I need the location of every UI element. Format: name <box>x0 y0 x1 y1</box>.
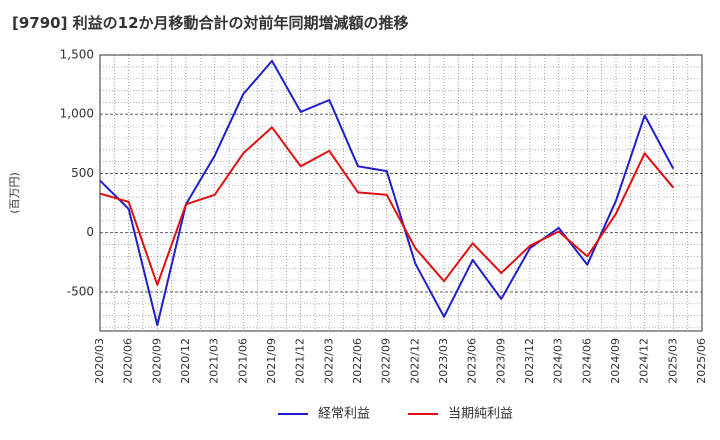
y-tick-label: 0 <box>86 225 94 239</box>
x-tick-label: 2025/03 <box>666 338 679 384</box>
x-tick-label: 2020/06 <box>122 338 135 384</box>
y-tick-label: 500 <box>71 166 94 180</box>
series-layer <box>99 59 675 327</box>
x-tick-label: 2022/03 <box>322 338 335 384</box>
x-tick-label: 2021/09 <box>265 338 278 384</box>
x-tick-label: 2024/12 <box>638 338 651 384</box>
x-tick-label: 2024/09 <box>609 338 622 384</box>
series-line-1 <box>99 59 675 327</box>
y-tick-label: 1,500 <box>60 48 94 62</box>
x-tick-label: 2020/12 <box>179 338 192 384</box>
x-tick-label: 2022/09 <box>380 338 393 384</box>
legend-label-2: 当期純利益 <box>448 407 513 422</box>
y-tick-label: 1,000 <box>60 107 94 121</box>
chart-title: [9790] 利益の12か月移動合計の対前年同期増減額の推移 <box>12 14 409 32</box>
x-tick-label: 2023/12 <box>523 338 536 384</box>
x-tick-label: 2025/06 <box>695 338 708 384</box>
x-tick-label: 2020/09 <box>150 338 163 384</box>
x-tick-label: 2024/06 <box>580 338 593 384</box>
x-tick-label: 2023/09 <box>494 338 507 384</box>
x-tick-labels: 2020/03 2020/06 2020/09 2020/12 2021/03 2021/… <box>93 338 708 384</box>
plot-frame <box>99 54 703 332</box>
x-tick-label: 2022/12 <box>408 338 421 384</box>
x-tick-label: 2023/06 <box>466 338 479 384</box>
x-tick-label: 2023/03 <box>437 338 450 384</box>
legend-label-1: 経常利益 <box>318 407 370 422</box>
y-tick-label: -500 <box>67 284 94 298</box>
legend: 経常利益 当期純利益 <box>278 407 513 422</box>
x-tick-label: 2021/12 <box>294 338 307 384</box>
series-line-2 <box>99 126 675 286</box>
x-tick-label: 2020/03 <box>93 338 106 384</box>
x-tick-label: 2021/06 <box>236 338 249 384</box>
x-tick-label: 2021/03 <box>208 338 221 384</box>
y-axis-label: (百万円) <box>8 172 21 214</box>
y-tick-labels: -500 0 500 1,000 1,500 <box>60 48 94 299</box>
x-tick-label: 2024/03 <box>552 338 565 384</box>
x-tick-label: 2022/06 <box>351 338 364 384</box>
